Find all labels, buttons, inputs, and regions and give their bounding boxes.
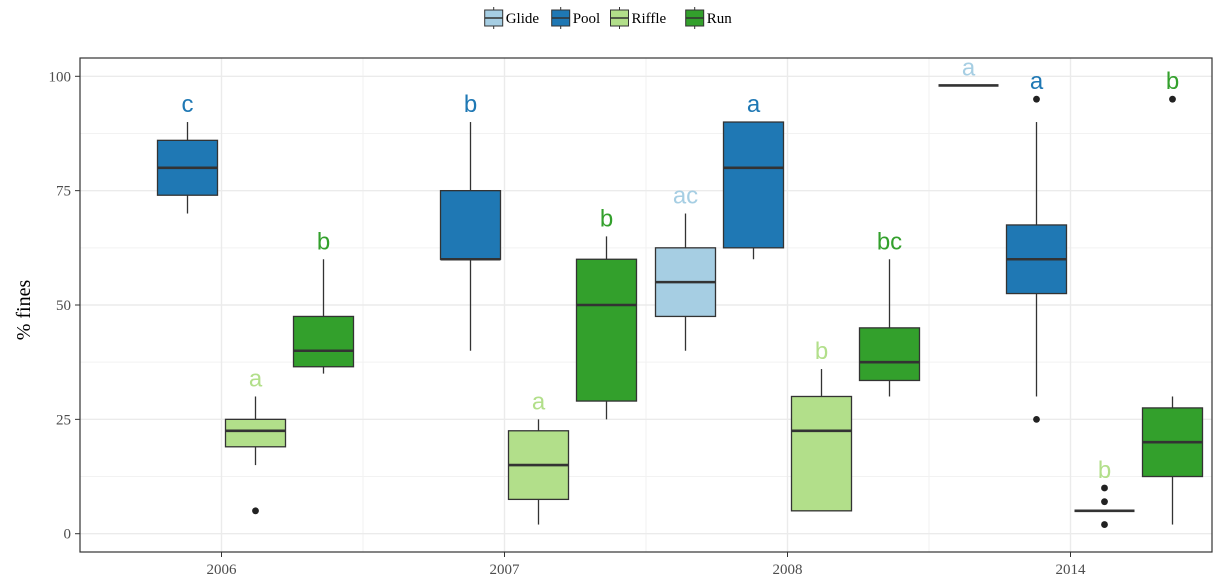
y-tick-label: 75 — [56, 184, 71, 200]
x-tick-label: 2006 — [207, 562, 238, 578]
significance-label: b — [600, 205, 613, 232]
box-2014-run — [1141, 95, 1204, 525]
significance-label: ac — [673, 183, 698, 210]
legend-item-riffle: Riffle — [610, 7, 667, 29]
box-2006-run — [292, 259, 355, 374]
box-body — [439, 189, 502, 260]
box-body — [722, 121, 785, 249]
significance-label: b — [815, 338, 828, 365]
box-2008-pool — [722, 121, 785, 260]
significance-labels: c a b b a b ac a b bc a a b b — [182, 54, 1180, 484]
box-2007-run — [575, 236, 638, 420]
box-body — [790, 395, 853, 512]
box-2006-riffle — [224, 396, 287, 515]
y-tick-label: 50 — [56, 298, 71, 314]
significance-label: b — [1166, 68, 1179, 95]
outlier-point — [1101, 484, 1108, 492]
legend: Glide Pool Riffle Run — [484, 7, 733, 29]
box-2007-riffle — [507, 419, 570, 525]
box-body — [292, 315, 355, 368]
legend-label: Run — [707, 11, 733, 27]
box-2014-pool — [1005, 95, 1068, 423]
y-tick-label: 25 — [56, 412, 71, 428]
outlier-point — [1101, 498, 1108, 506]
significance-label: a — [747, 91, 761, 118]
significance-label: a — [1030, 68, 1044, 95]
box-body — [575, 258, 638, 402]
legend-item-pool: Pool — [551, 7, 601, 29]
x-tick-label: 2008 — [773, 562, 803, 578]
legend-item-run: Run — [685, 7, 733, 29]
x-tick-label: 2007 — [490, 562, 521, 578]
box-2006-pool — [156, 122, 219, 214]
significance-label: bc — [877, 228, 902, 255]
significance-label: b — [317, 228, 330, 255]
outlier-point — [1169, 95, 1176, 103]
box-body — [858, 327, 921, 382]
significance-label: b — [1098, 457, 1111, 484]
box-2008-glide — [654, 213, 717, 351]
outlier-point — [1033, 415, 1040, 423]
significance-label: a — [962, 54, 976, 81]
box-body — [224, 418, 287, 448]
y-tick-label: 100 — [49, 69, 72, 85]
significance-label: a — [249, 365, 263, 392]
significance-label: b — [464, 91, 477, 118]
legend-label: Glide — [506, 11, 540, 27]
outlier-point — [1101, 521, 1108, 528]
box-2008-run — [858, 259, 921, 397]
box-2014-riffle — [1074, 484, 1135, 528]
y-axis-title: % fines — [13, 280, 35, 341]
outlier-point — [252, 507, 259, 515]
y-tick-label: 0 — [64, 527, 72, 543]
legend-label: Pool — [573, 11, 601, 27]
significance-label: c — [182, 91, 194, 118]
significance-label: a — [532, 388, 546, 415]
box-2007-pool — [439, 122, 502, 351]
legend-item-glide: Glide — [484, 7, 540, 29]
outlier-point — [1033, 95, 1040, 103]
legend-label: Riffle — [632, 11, 667, 27]
chart-marks — [156, 84, 1204, 528]
x-tick-label: 2014 — [1056, 562, 1087, 578]
box-2008-riffle — [790, 369, 853, 512]
